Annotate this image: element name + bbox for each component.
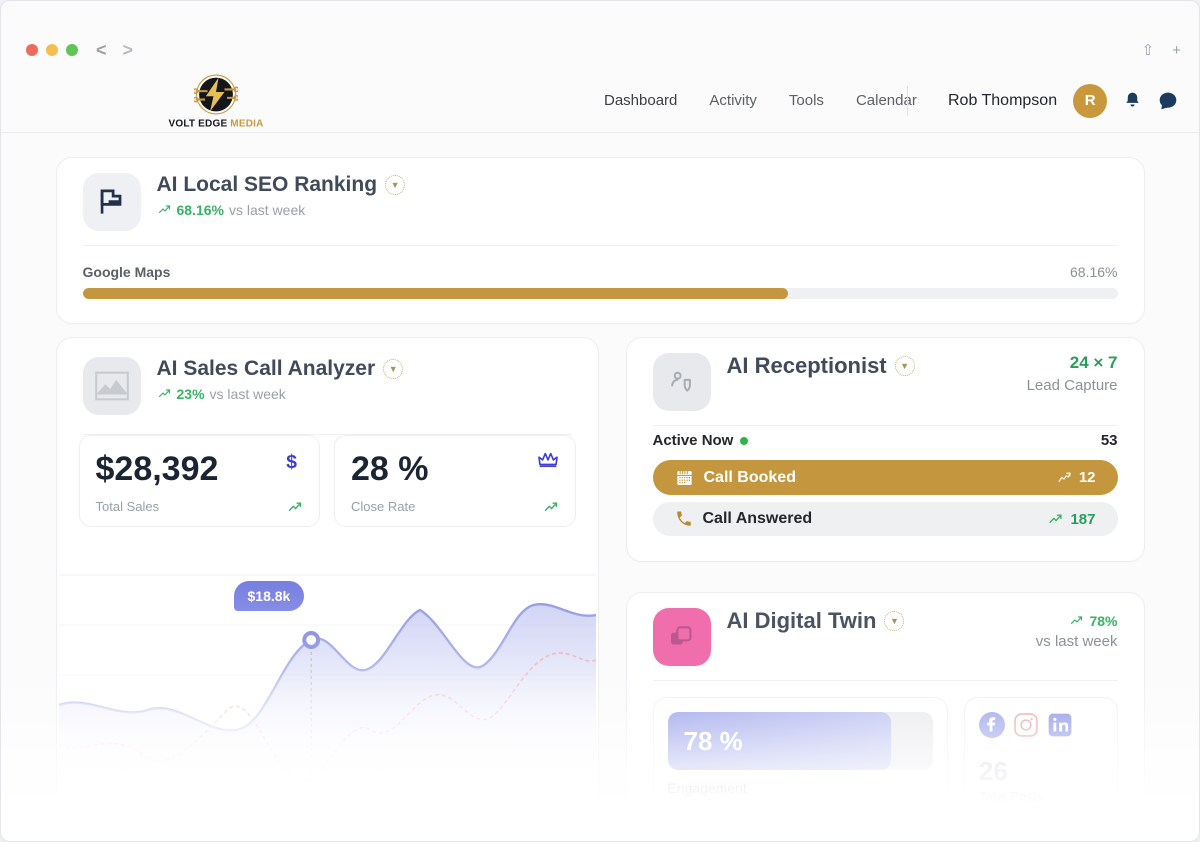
svg-text:$: $ — [286, 452, 297, 472]
